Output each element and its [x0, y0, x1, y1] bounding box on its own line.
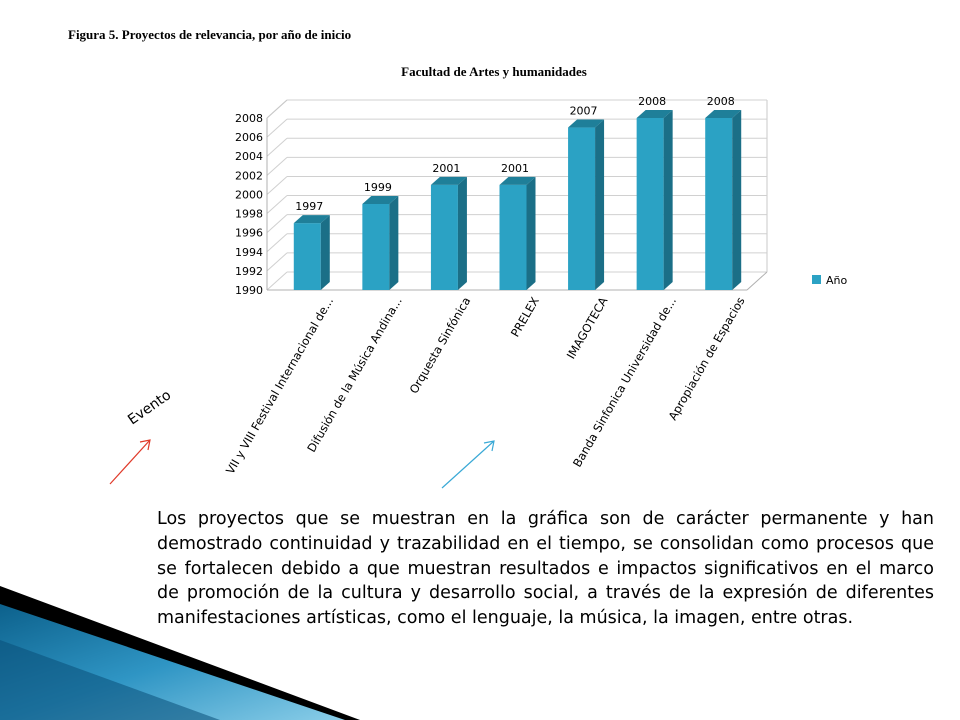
body-paragraph: Los proyectos que se muestran en la gráf…	[157, 509, 934, 629]
data-label: 2007	[570, 105, 598, 118]
chart-title: Facultad de Artes y humanidades	[401, 64, 587, 79]
y-tick-label: 1994	[235, 246, 263, 259]
y-tick-label: 1992	[235, 265, 263, 278]
bar-top	[705, 110, 742, 118]
wall-edge	[266, 99, 288, 119]
y-tick-label: 1998	[235, 208, 263, 221]
data-label: 2001	[432, 162, 460, 175]
bar	[499, 176, 536, 290]
category-label: PRELEX	[508, 294, 542, 339]
legend: Año	[812, 274, 847, 287]
bar-side	[526, 176, 536, 290]
gridline-side	[266, 118, 288, 138]
bar-top	[568, 119, 605, 128]
data-label: 1997	[295, 200, 323, 213]
bar	[362, 196, 399, 290]
bar-side	[732, 110, 742, 290]
bar	[430, 176, 467, 290]
category-label: Apropiación de Espacios	[666, 294, 748, 422]
bar-top	[430, 176, 467, 185]
bar	[293, 215, 330, 290]
bar-front	[568, 127, 596, 290]
legend-label: Año	[826, 274, 847, 287]
bar-side	[663, 110, 673, 290]
y-tick-label: 2000	[235, 188, 263, 201]
legend-swatch	[812, 275, 821, 284]
y-tick-label: 1996	[235, 227, 263, 240]
bar	[705, 110, 742, 290]
bar-front	[499, 184, 527, 290]
bar	[568, 119, 605, 290]
bar-top	[636, 110, 673, 118]
red-arrow	[109, 439, 151, 485]
category-label: Orquesta Sinfónica	[407, 295, 474, 397]
gridline-side	[266, 156, 288, 176]
gridline-side	[266, 271, 288, 291]
bars	[293, 110, 742, 290]
data-label: 1999	[364, 181, 392, 194]
bar-side	[457, 176, 467, 290]
data-label: 2001	[501, 162, 529, 175]
data-label: 2008	[707, 95, 735, 108]
y-tick-label: 2008	[235, 112, 263, 125]
blue-arrow	[441, 440, 495, 489]
y-tick-label: 2004	[235, 150, 263, 163]
bar-front	[705, 118, 733, 290]
gridline-side	[266, 176, 288, 195]
bar	[636, 110, 673, 290]
bar-side	[320, 215, 330, 290]
bar-front	[636, 118, 664, 290]
bar-side	[595, 119, 605, 290]
bar-side	[389, 196, 399, 290]
y-tick-label: 2002	[235, 169, 263, 182]
gridline-side	[266, 252, 288, 272]
gridline-side	[266, 195, 288, 214]
x-axis-title: Evento	[125, 387, 174, 428]
bar-top	[362, 196, 399, 204]
floor-edge	[746, 271, 768, 291]
bar-front	[430, 184, 458, 290]
y-tick-label: 1990	[235, 284, 263, 297]
category-label: IMAGOTECA	[564, 294, 611, 361]
bar-top	[499, 176, 536, 185]
bar-front	[293, 223, 321, 290]
figure-caption: Figura 5. Proyectos de relevancia, por a…	[68, 27, 352, 42]
gridline-side	[266, 214, 288, 234]
gridline-side	[266, 137, 288, 157]
bar-top	[293, 215, 330, 224]
gridline-side	[266, 233, 288, 253]
y-tick-label: 2006	[235, 131, 263, 144]
data-label: 2008	[638, 95, 666, 108]
bar-front	[362, 204, 390, 290]
